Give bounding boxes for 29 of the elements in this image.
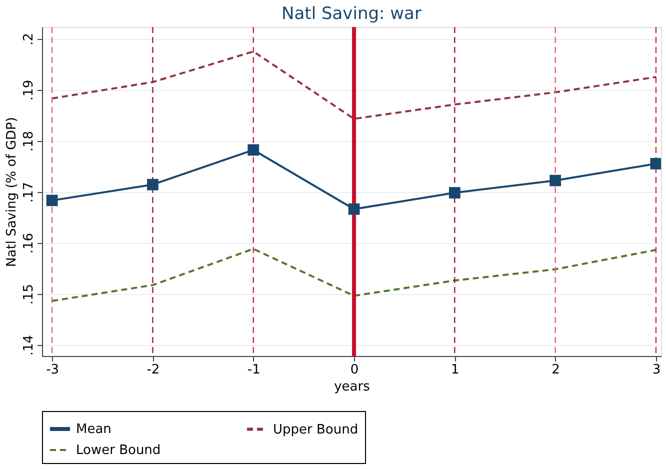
point <box>248 144 260 156</box>
y-tick-label: .15 <box>22 284 36 305</box>
point <box>650 158 661 170</box>
legend-label: Mean <box>76 422 112 437</box>
point <box>348 203 360 215</box>
x-tick-label: 1 <box>451 362 460 378</box>
y-tick-label: .16 <box>22 232 36 254</box>
x-tick-label: -2 <box>146 362 160 378</box>
legend-label: Upper Bound <box>273 422 358 438</box>
y-tick-label: .2 <box>22 33 36 46</box>
chart-title: Natl Saving: war <box>282 4 422 24</box>
point <box>147 178 158 190</box>
y-tick-label: .14 <box>22 334 36 356</box>
point <box>550 174 562 186</box>
x-tick-label: 0 <box>350 362 359 378</box>
y-tick-label: .18 <box>22 130 36 152</box>
legend-label: Lower Bound <box>76 443 161 458</box>
point <box>448 187 460 198</box>
x-tick-label: 2 <box>552 362 560 378</box>
line-series <box>51 50 657 120</box>
y-tick-label: .19 <box>22 80 36 101</box>
line-series <box>51 248 657 302</box>
x-tick-label: 3 <box>652 362 661 378</box>
x-tick-label: -3 <box>46 362 60 378</box>
x-axis-title: years <box>334 380 370 394</box>
x-tick-label: -1 <box>247 362 260 378</box>
y-tick-label: .17 <box>22 182 36 203</box>
point <box>46 194 58 206</box>
y-axis-title: Natl Saving (% of GDP) <box>4 117 20 267</box>
